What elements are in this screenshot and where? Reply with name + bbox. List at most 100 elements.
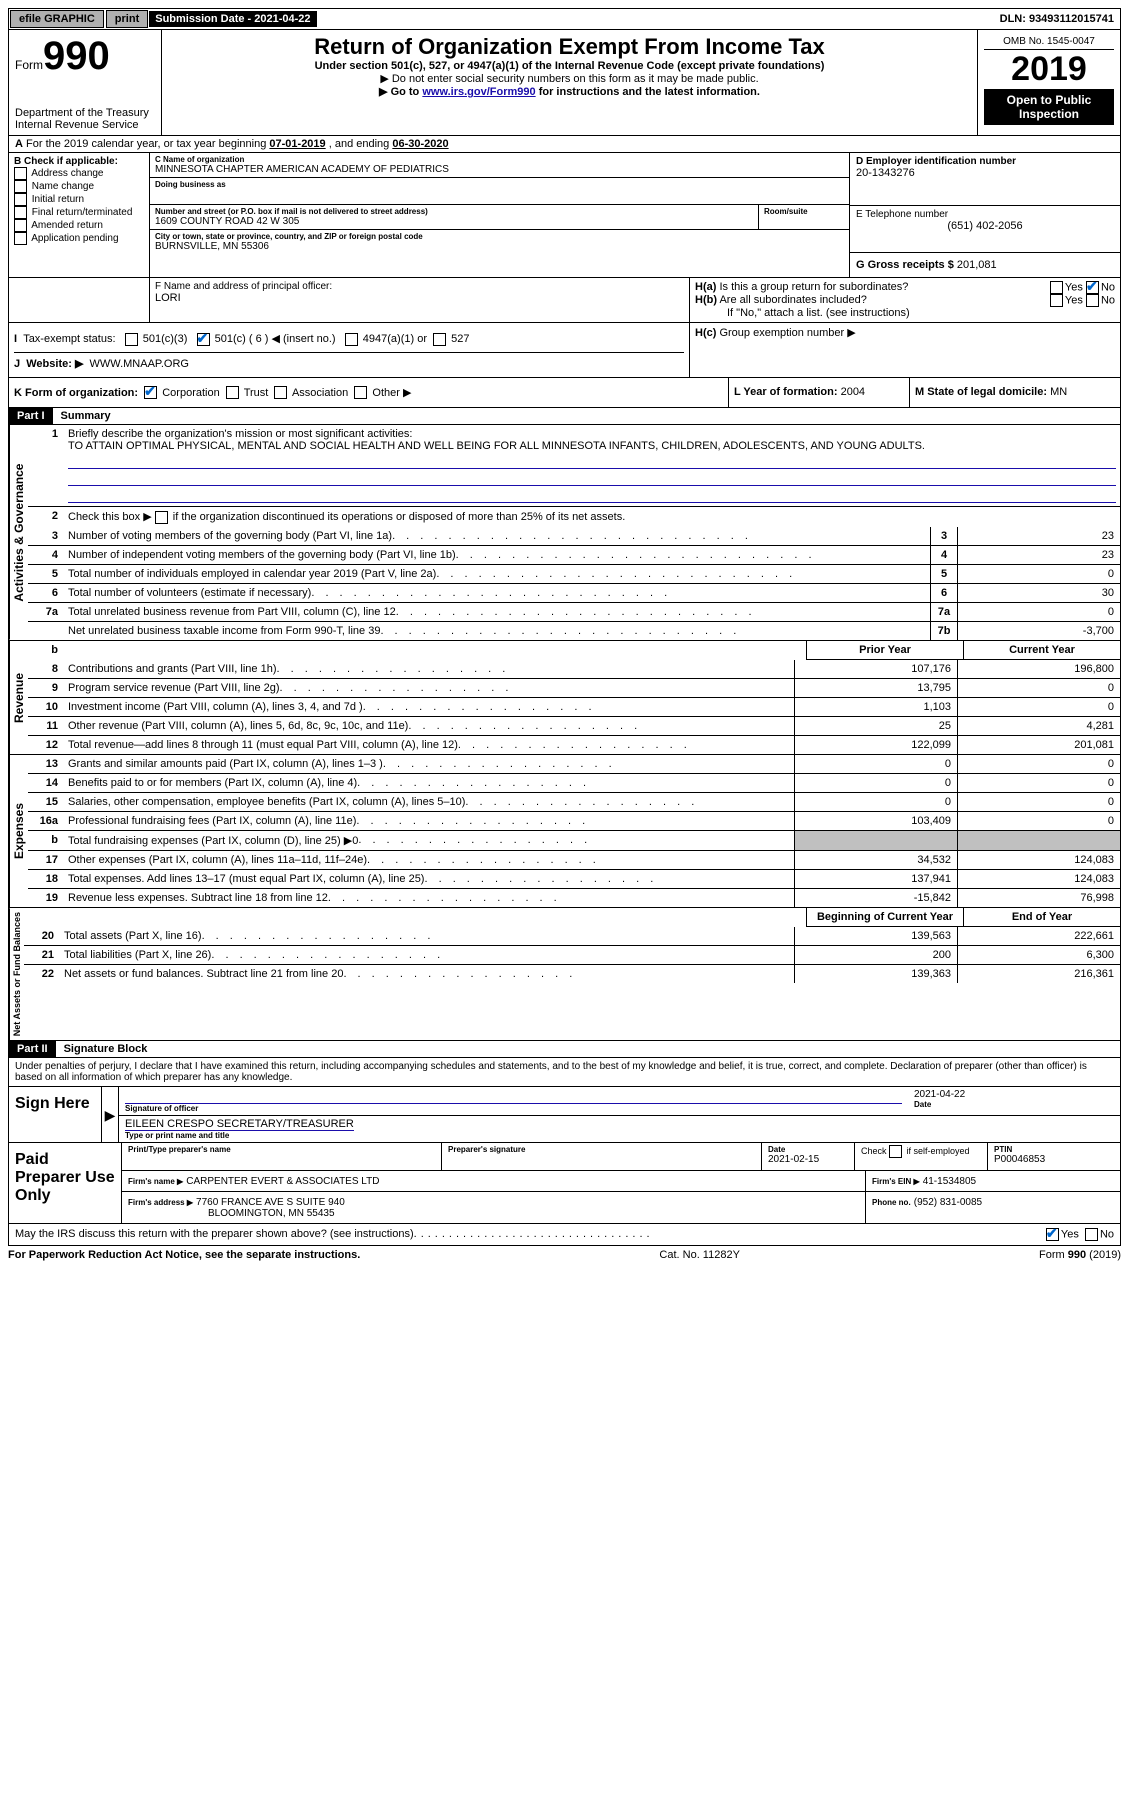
i-501c3-checkbox[interactable]: [125, 333, 138, 346]
org-name: MINNESOTA CHAPTER AMERICAN ACADEMY OF PE…: [155, 164, 844, 175]
sign-here-block: Sign Here ▶ Signature of officer 2021-04…: [8, 1087, 1121, 1143]
tax-year: 2019: [984, 50, 1114, 89]
discuss-text: May the IRS discuss this return with the…: [15, 1228, 414, 1241]
footer-right: Form 990 (2019): [1039, 1249, 1121, 1261]
sign-date-label: Date: [914, 1100, 1114, 1109]
telephone-value: (651) 402-2056: [856, 220, 1114, 232]
firm-name: CARPENTER EVERT & ASSOCIATES LTD: [186, 1176, 379, 1187]
omb-number: OMB No. 1545-0047: [984, 34, 1114, 50]
dln-value: DLN: 93493112015741: [994, 11, 1120, 27]
discuss-yes-checkbox[interactable]: [1046, 1228, 1059, 1241]
footer-mid: Cat. No. 11282Y: [659, 1249, 740, 1261]
paid-preparer-label: Paid Preparer Use Only: [9, 1143, 122, 1223]
k-trust-checkbox[interactable]: [226, 386, 239, 399]
col-current-year: Current Year: [963, 641, 1120, 660]
footer-left: For Paperwork Reduction Act Notice, see …: [8, 1249, 360, 1261]
city-label: City or town, state or province, country…: [155, 232, 844, 241]
ein-value: 20-1343276: [856, 167, 1114, 179]
col-begin-year: Beginning of Current Year: [806, 908, 963, 927]
box-b-option: Final return/terminated: [14, 206, 144, 219]
page-footer: For Paperwork Reduction Act Notice, see …: [8, 1246, 1121, 1264]
expenses-section: Expenses 13Grants and similar amounts pa…: [8, 755, 1121, 908]
vert-label-exp: Expenses: [9, 755, 28, 907]
col-end-year: End of Year: [963, 908, 1120, 927]
summary-line-row: 11Other revenue (Part VIII, column (A), …: [28, 716, 1120, 735]
summary-line-row: 4Number of independent voting members of…: [28, 545, 1120, 564]
box-f-label: F Name and address of principal officer:: [155, 281, 684, 292]
self-employed-check: Check if self-employed: [855, 1143, 988, 1170]
type-name-label: Type or print name and title: [125, 1131, 1114, 1140]
arrow-icon: ▶: [102, 1087, 119, 1142]
box-k-label: K Form of organization:: [14, 387, 138, 399]
paid-preparer-block: Paid Preparer Use Only Print/Type prepar…: [8, 1143, 1121, 1224]
vert-label-net: Net Assets or Fund Balances: [9, 908, 24, 1040]
officer-group-block: F Name and address of principal officer:…: [8, 278, 1121, 323]
col-prior-year: Prior Year: [806, 641, 963, 660]
box-b-option-checkbox[interactable]: [14, 206, 27, 219]
ha-yes-checkbox[interactable]: [1050, 281, 1063, 294]
ha-no-checkbox[interactable]: [1086, 281, 1099, 294]
activities-governance-section: Activities & Governance 1 Briefly descri…: [8, 425, 1121, 641]
k-corp-checkbox[interactable]: [144, 386, 157, 399]
box-b-option-checkbox[interactable]: [14, 167, 27, 180]
state-domicile: MN: [1050, 386, 1067, 398]
officer-name: LORI: [155, 292, 684, 304]
ptin-label: PTIN: [994, 1145, 1114, 1154]
submission-date: Submission Date - 2021-04-22: [149, 11, 316, 27]
perjury-statement: Under penalties of perjury, I declare th…: [8, 1058, 1121, 1087]
addr-label: Number and street (or P.O. box if mail i…: [155, 207, 753, 216]
box-b-option-checkbox[interactable]: [14, 232, 27, 245]
summary-line-row: bTotal fundraising expenses (Part IX, co…: [28, 830, 1120, 850]
summary-line-row: 5Total number of individuals employed in…: [28, 564, 1120, 583]
firm-addr-label: Firm's address ▶: [128, 1198, 193, 1207]
summary-line-row: 22Net assets or fund balances. Subtract …: [24, 964, 1120, 983]
i-527-checkbox[interactable]: [433, 333, 446, 346]
summary-line-row: 6Total number of volunteers (estimate if…: [28, 583, 1120, 602]
efile-button[interactable]: efile GRAPHIC: [10, 10, 104, 28]
summary-line-row: 12Total revenue—add lines 8 through 11 (…: [28, 735, 1120, 754]
entity-info-block: B Check if applicable: Address change Na…: [8, 153, 1121, 278]
room-label: Room/suite: [764, 207, 844, 216]
print-button[interactable]: print: [106, 10, 148, 28]
box-c-label: C Name of organization: [155, 155, 844, 164]
box-g-label: G Gross receipts $: [856, 259, 954, 271]
line-2-checkbox[interactable]: [155, 511, 168, 524]
org-address: 1609 COUNTY ROAD 42 W 305: [155, 216, 753, 227]
phone-label: Phone no.: [872, 1198, 911, 1207]
summary-line-row: 15Salaries, other compensation, employee…: [28, 792, 1120, 811]
net-assets-section: Net Assets or Fund Balances Beginning of…: [8, 908, 1121, 1041]
ha-label: Is this a group return for subordinates?: [719, 281, 908, 293]
box-b-option-checkbox[interactable]: [14, 219, 27, 232]
firm-phone: (952) 831-0085: [914, 1197, 982, 1208]
box-b-option-checkbox[interactable]: [14, 193, 27, 206]
i-501c-checkbox[interactable]: [197, 333, 210, 346]
box-b-option-checkbox[interactable]: [14, 180, 27, 193]
prep-name-label: Print/Type preparer's name: [128, 1145, 435, 1154]
i-4947-checkbox[interactable]: [345, 333, 358, 346]
line-a: A For the 2019 calendar year, or tax yea…: [8, 136, 1121, 153]
k-assoc-checkbox[interactable]: [274, 386, 287, 399]
self-employed-checkbox[interactable]: [889, 1145, 902, 1158]
summary-line-row: 18Total expenses. Add lines 13–17 (must …: [28, 869, 1120, 888]
line-1-label: Briefly describe the organization's miss…: [68, 428, 412, 440]
irs-link[interactable]: www.irs.gov/Form990: [422, 86, 535, 98]
summary-line-row: 20Total assets (Part X, line 16) . . . .…: [24, 927, 1120, 945]
discuss-no-checkbox[interactable]: [1085, 1228, 1098, 1241]
summary-line-row: 14Benefits paid to or for members (Part …: [28, 773, 1120, 792]
box-l-label: L Year of formation:: [734, 386, 838, 398]
website-value: WWW.MNAAP.ORG: [90, 358, 189, 370]
k-other-checkbox[interactable]: [354, 386, 367, 399]
vert-label-rev: Revenue: [9, 641, 28, 754]
firm-ein-label: Firm's EIN ▶: [872, 1177, 920, 1186]
hb-no-checkbox[interactable]: [1086, 294, 1099, 307]
box-b-option: Amended return: [14, 219, 144, 232]
mission-text: TO ATTAIN OPTIMAL PHYSICAL, MENTAL AND S…: [68, 440, 925, 452]
hb-yes-checkbox[interactable]: [1050, 294, 1063, 307]
box-d-label: D Employer identification number: [856, 156, 1114, 167]
firm-ein: 41-1534805: [923, 1176, 976, 1187]
ptin-value: P00046853: [994, 1154, 1114, 1165]
gross-receipts: 201,081: [957, 259, 997, 271]
summary-line-row: Net unrelated business taxable income fr…: [28, 621, 1120, 640]
form-subtitle-3: ▶ Go to www.irs.gov/Form990 for instruct…: [168, 85, 971, 98]
summary-line-row: 9Program service revenue (Part VIII, lin…: [28, 678, 1120, 697]
